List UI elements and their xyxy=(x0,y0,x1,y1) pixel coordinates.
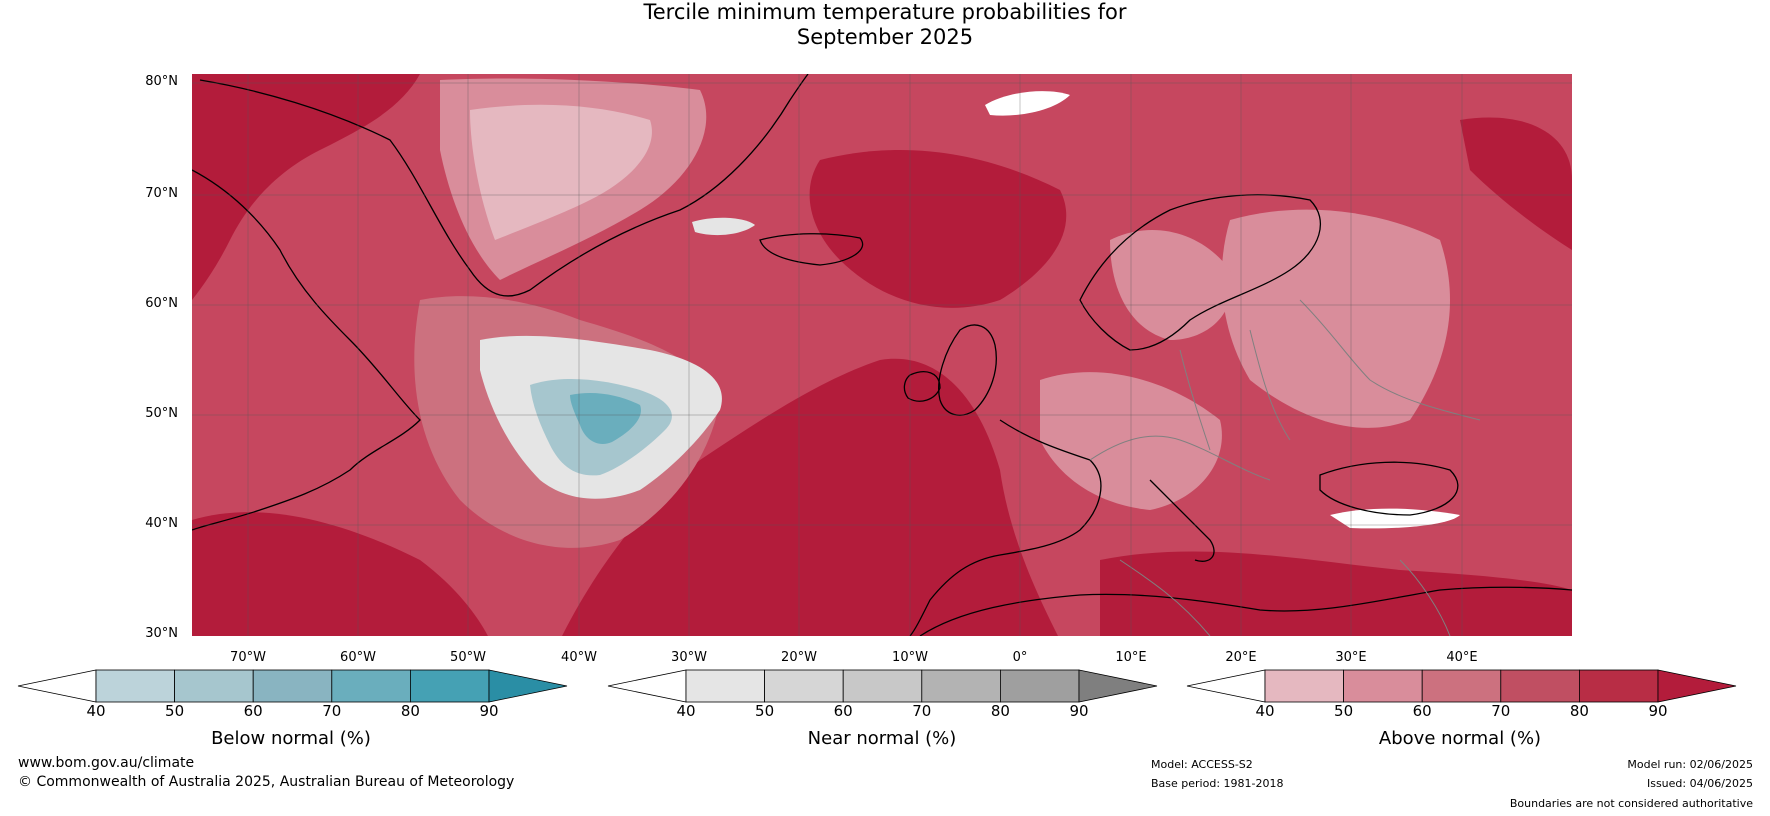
colorbar-segment xyxy=(1421,669,1502,703)
colorbar-tick-label: 80 xyxy=(990,702,1010,720)
region-above-60-central-europe xyxy=(1040,372,1222,510)
colorbar-segment xyxy=(1343,669,1423,703)
colorbar-max-extend xyxy=(488,669,568,703)
region-below-normal-core xyxy=(570,393,641,445)
iceland-coast xyxy=(759,233,864,266)
colorbar-min-extend xyxy=(17,669,97,703)
footer-copyright: © Commonwealth of Australia 2025, Austra… xyxy=(18,774,515,790)
lon-label-70w: 70°W xyxy=(230,650,266,665)
lat-label-80: 80°N xyxy=(145,74,178,89)
ireland-coast xyxy=(903,371,941,402)
colorbar-segment xyxy=(331,669,411,703)
colorbar-tick-label: 90 xyxy=(1069,702,1089,720)
greenland-coast xyxy=(199,74,809,297)
colorbar-label-near: Near normal (%) xyxy=(807,728,957,749)
lon-label-10w: 10°W xyxy=(892,650,928,665)
colorbar-tick-label: 40 xyxy=(1255,702,1275,720)
region-above-90-norwegian-sea xyxy=(809,150,1067,308)
footer-model: Model: ACCESS-S2 xyxy=(1151,758,1253,771)
lon-label-50w: 50°W xyxy=(450,650,486,665)
lon-label-30e: 30°E xyxy=(1335,650,1367,665)
colorbar-tick-label: 70 xyxy=(912,702,932,720)
colorbar-max-extend xyxy=(1657,669,1737,703)
lon-label-20w: 20°W xyxy=(781,650,817,665)
title-line-2: September 2025 xyxy=(796,25,974,49)
title-line-1: Tercile minimum temperature probabilitie… xyxy=(643,0,1127,24)
colorbar-tick-label: 50 xyxy=(1334,702,1354,720)
colorbar-tick-label: 40 xyxy=(86,702,106,720)
italy-coast xyxy=(1149,479,1215,562)
colorbar-min-extend xyxy=(607,669,687,703)
colorbar-segment xyxy=(252,669,333,703)
colorbar-segment xyxy=(1000,669,1080,703)
colorbar-segment xyxy=(921,669,1001,703)
british-isles-coast xyxy=(938,324,997,416)
country-borders xyxy=(1089,299,1481,636)
europe-coast xyxy=(909,419,1102,636)
region-near-normal-iceland-sea xyxy=(692,217,755,236)
lat-label-40: 40°N xyxy=(145,516,178,531)
colorbar-tick-label: 50 xyxy=(755,702,775,720)
lat-label-60: 60°N xyxy=(145,296,178,311)
colorbar-segment xyxy=(764,669,844,703)
lon-label-10e: 10°E xyxy=(1115,650,1147,665)
colorbar-tick-label: 90 xyxy=(1648,702,1668,720)
colorbar-tick-label: 80 xyxy=(400,702,420,720)
lon-label-60w: 60°W xyxy=(340,650,376,665)
scandinavia-coast xyxy=(1079,194,1321,351)
colorbar-segment xyxy=(685,669,765,703)
map-field xyxy=(192,74,1572,636)
footer-base-period: Base period: 1981-2018 xyxy=(1151,777,1284,790)
colorbar-label-below: Below normal (%) xyxy=(211,728,371,749)
region-above-50-greenland-interior xyxy=(470,104,652,240)
footer-issued: Issued: 04/06/2025 xyxy=(1646,777,1753,790)
region-above-90-southwest xyxy=(192,512,488,636)
colorbar-label-above: Above normal (%) xyxy=(1378,728,1542,749)
colorbar-max-extend xyxy=(1078,669,1158,703)
colorbar-tick-label: 90 xyxy=(479,702,499,720)
lon-label-0: 0° xyxy=(1012,650,1028,665)
north-america-coast xyxy=(192,169,421,531)
colorbar-segment xyxy=(174,669,254,703)
colorbar-tick-label: 60 xyxy=(833,702,853,720)
black-sea-coast xyxy=(1319,461,1459,516)
colorbar-min-extend xyxy=(1186,669,1266,703)
lon-label-40e: 40°E xyxy=(1446,650,1478,665)
region-above-90-west xyxy=(192,74,420,300)
colorbar-tick-label: 60 xyxy=(243,702,263,720)
colorbar-tick-label: 70 xyxy=(1491,702,1511,720)
colorbar-segment xyxy=(1500,669,1580,703)
colorbar-tick-label: 70 xyxy=(322,702,342,720)
colorbar-tick-label: 40 xyxy=(676,702,696,720)
lon-label-20e: 20°E xyxy=(1225,650,1257,665)
colorbar-segment xyxy=(1264,669,1344,703)
colorbar-segment xyxy=(842,669,923,703)
region-near-normal-black-sea xyxy=(1330,508,1460,529)
colorbar-segment xyxy=(409,669,490,703)
colorbar-tick-label: 80 xyxy=(1569,702,1589,720)
north-africa-coast xyxy=(919,586,1572,636)
lat-label-50: 50°N xyxy=(145,406,178,421)
lon-label-40w: 40°W xyxy=(561,650,597,665)
lat-label-30: 30°N xyxy=(145,626,178,641)
coastlines xyxy=(192,74,1572,636)
footer-disclaimer: Boundaries are not considered authoritat… xyxy=(1509,797,1753,810)
region-above-90-mediterranean xyxy=(1100,551,1572,636)
colorbar-tick-label: 60 xyxy=(1412,702,1432,720)
chart-title: Tercile minimum temperature probabilitie… xyxy=(0,0,1770,50)
region-above-90-east xyxy=(1460,117,1572,250)
region-above-90-atlantic xyxy=(562,358,1059,636)
colorbar-tick-label: 50 xyxy=(165,702,185,720)
footer-website: www.bom.gov.au/climate xyxy=(18,755,195,771)
region-above-60-russia xyxy=(1221,209,1450,428)
lon-label-30w: 30°W xyxy=(671,650,707,665)
footer-model-run: Model run: 02/06/2025 xyxy=(1627,758,1753,771)
colorbar-segment xyxy=(1579,669,1659,703)
colorbars xyxy=(17,669,1737,703)
colorbar-segment xyxy=(95,669,175,703)
region-near-normal-arctic xyxy=(985,91,1070,116)
graticule xyxy=(192,74,1572,636)
lat-label-70: 70°N xyxy=(145,186,178,201)
